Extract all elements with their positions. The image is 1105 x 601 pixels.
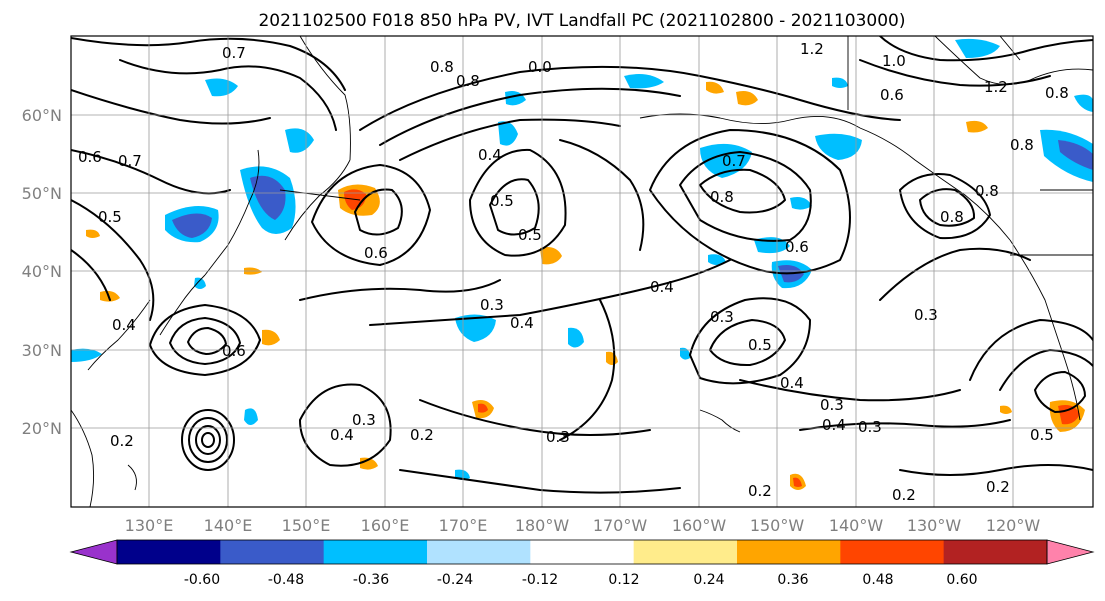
- contour-label: 0.8: [456, 72, 480, 90]
- contour-label: 0.3: [546, 428, 570, 446]
- colorbar-segment: [840, 540, 945, 564]
- lat-label: 30°N: [22, 341, 62, 360]
- contour-label: 0.3: [352, 411, 376, 429]
- colorbar-segment: [323, 540, 428, 564]
- contour-label: 1.2: [984, 78, 1008, 96]
- contour-label: 0.6: [222, 342, 246, 360]
- lat-label: 20°N: [22, 419, 62, 438]
- lon-label: 140°E: [204, 516, 253, 535]
- lon-label: 120°W: [986, 516, 1041, 535]
- contour-label: 0.6: [364, 244, 388, 262]
- longitude-labels: 130°E 140°E 150°E 160°E 170°E 180°W 170°…: [125, 516, 1041, 535]
- contour-label: 0.3: [858, 418, 882, 436]
- contour-label: 0.2: [986, 478, 1010, 496]
- lon-label: 160°E: [361, 516, 410, 535]
- contour-label: 0.4: [112, 316, 136, 334]
- contour-label: 0.3: [710, 308, 734, 326]
- colorbar-tick-label: 0.36: [777, 572, 808, 588]
- latitude-labels: 60°N 50°N 40°N 30°N 20°N: [22, 106, 62, 438]
- contour-label: 0.5: [490, 192, 514, 210]
- contour-label: 0.6: [78, 148, 102, 166]
- colorbar-segments: [117, 540, 1048, 564]
- colorbar-ticks: -0.60 -0.48 -0.36 -0.24 -0.12 0.12 0.24 …: [184, 572, 978, 588]
- colorbar-segment: [220, 540, 325, 564]
- map-panel: 0.7 0.8 1.2 1.0 0.6 1.2 0.8 0.8 0.8 0.4 …: [70, 35, 1094, 508]
- colorbar-tick-label: -0.36: [353, 572, 389, 588]
- colorbar-segment: [943, 540, 1048, 564]
- colorbar-tick-label: -0.48: [268, 572, 304, 588]
- contour-label: 0.5: [748, 336, 772, 354]
- colorbar-segment: [117, 540, 221, 564]
- graticule: [71, 36, 1093, 507]
- colorbar-tick-label: 0.60: [946, 572, 977, 588]
- lat-label: 60°N: [22, 106, 62, 125]
- lat-label: 40°N: [22, 262, 62, 281]
- colorbar-tick-label: 0.12: [608, 572, 639, 588]
- contour-label: 0.8: [1010, 136, 1034, 154]
- colorbar-tick-label: -0.12: [522, 572, 558, 588]
- pv-contours: [71, 36, 1093, 494]
- colorbar-tick-label: -0.60: [184, 572, 220, 588]
- contour-label: 0.4: [780, 374, 804, 392]
- contour-label: 0.5: [1030, 426, 1054, 444]
- lon-label: 170°W: [593, 516, 648, 535]
- coastlines: [71, 36, 1093, 507]
- lon-label: 170°E: [439, 516, 488, 535]
- lon-label: 130°W: [907, 516, 962, 535]
- lon-label: 150°W: [750, 516, 805, 535]
- lon-label: 160°W: [672, 516, 727, 535]
- contour-label: 0.7: [222, 44, 246, 62]
- contour-label: 0.2: [892, 486, 916, 504]
- colorbar-frame: [116, 539, 1048, 565]
- contour-label: 0.4: [510, 314, 534, 332]
- colorbar-segment: [530, 540, 635, 564]
- contour-label: 0.2: [748, 482, 772, 500]
- contour-label: 0.4: [822, 416, 846, 434]
- contour-label: 0.8: [1045, 84, 1069, 102]
- contour-label: 0.8: [975, 182, 999, 200]
- contour-label: 0.4: [330, 426, 354, 444]
- lon-label: 140°W: [829, 516, 884, 535]
- colorbar-segment: [427, 540, 531, 564]
- contour-labels: 0.7 0.8 1.2 1.0 0.6 1.2 0.8 0.8 0.8 0.4 …: [78, 40, 1069, 504]
- contour-label: 0.8: [710, 188, 734, 206]
- contour-label: 0.3: [820, 396, 844, 414]
- colorbar-tick-label: 0.48: [862, 572, 893, 588]
- map-frame: [70, 35, 1094, 508]
- lon-label: 130°E: [125, 516, 174, 535]
- colorbar-tick-label: 0.24: [693, 572, 724, 588]
- figure-title: 2021102500 F018 850 hPa PV, IVT Landfall…: [258, 11, 905, 31]
- lon-label: 180°W: [515, 516, 570, 535]
- contour-label: 0.2: [410, 426, 434, 444]
- contour-label: 0.8: [940, 208, 964, 226]
- contour-label: 0.4: [650, 278, 674, 296]
- colorbar-extend-high: [1046, 539, 1095, 565]
- lon-label: 150°E: [282, 516, 331, 535]
- colorbar-segment: [737, 540, 841, 564]
- contour-label: 0.4: [478, 146, 502, 164]
- contour-label: 0.2: [110, 432, 134, 450]
- contour-label: 0.5: [98, 208, 122, 226]
- map-background: [71, 36, 1093, 507]
- contour-label: 1.2: [800, 40, 824, 58]
- contour-label: 0.6: [785, 238, 809, 256]
- contour-label: 0.8: [430, 58, 454, 76]
- contour-label: 0.7: [118, 152, 142, 170]
- colorbar-tick-label: -0.24: [437, 572, 473, 588]
- contour-label: 0.3: [914, 306, 938, 324]
- lat-label: 50°N: [22, 184, 62, 203]
- colorbar: -0.60 -0.48 -0.36 -0.24 -0.12 0.12 0.24 …: [69, 539, 1095, 588]
- colorbar-segment: [633, 540, 738, 564]
- contour-label: 0.7: [722, 152, 746, 170]
- contour-label: 0.0: [528, 58, 552, 76]
- contour-label: 0.3: [480, 296, 504, 314]
- contour-label: 1.0: [882, 52, 906, 70]
- contour-label: 0.6: [880, 86, 904, 104]
- contour-label: 0.5: [518, 226, 542, 244]
- colorbar-extend-low: [69, 539, 118, 565]
